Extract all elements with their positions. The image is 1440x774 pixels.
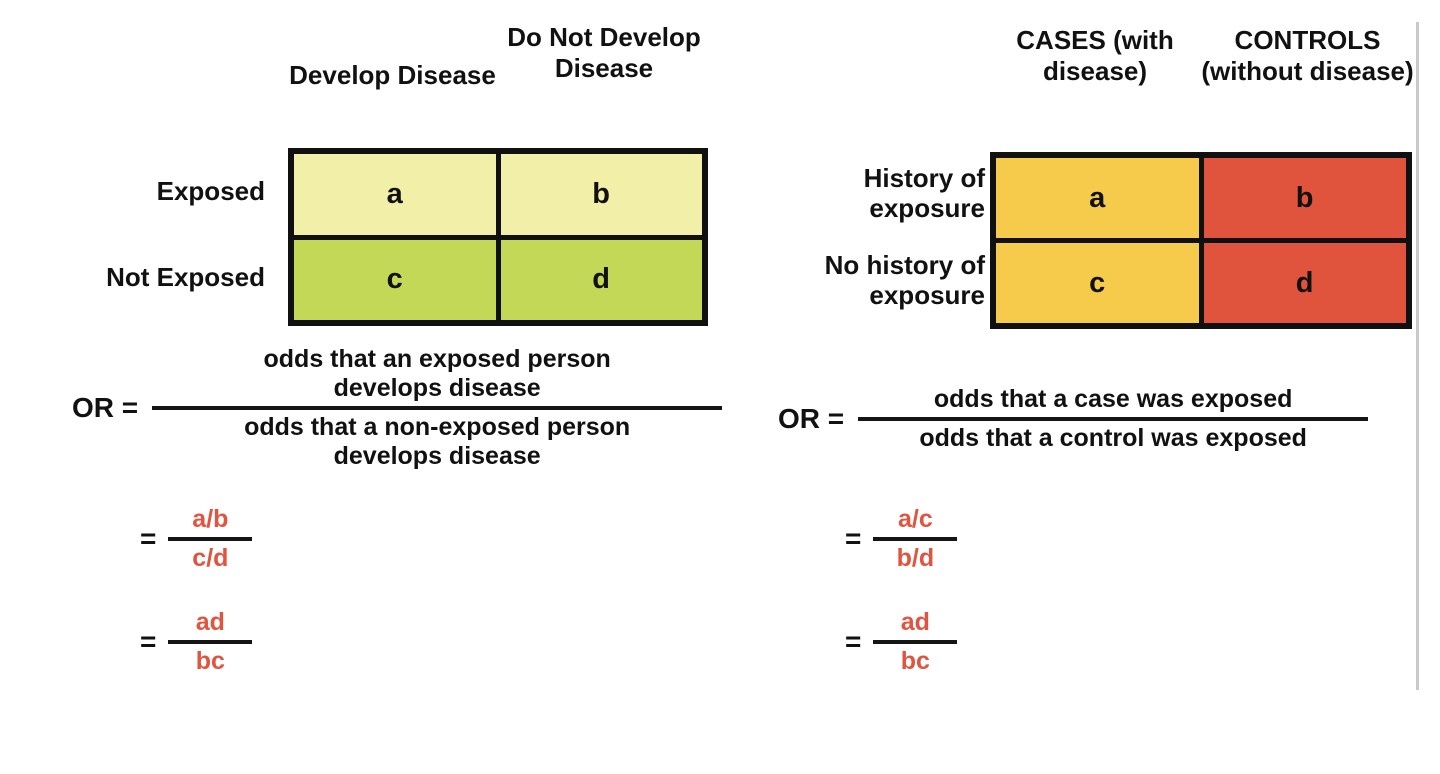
case-control-column-header-cases: CASES (with disease) <box>1016 25 1174 86</box>
cohort-step-2-equals: = <box>140 626 157 657</box>
case-control-step-1-fraction: a/c b/d <box>873 505 958 573</box>
cohort-or-fraction-bar <box>152 406 723 410</box>
case-control-step-1-bar <box>873 537 958 541</box>
case-control-cell-d: d <box>1203 243 1406 323</box>
case-control-or-label: OR = <box>778 403 845 434</box>
cohort-cell-a: a <box>294 154 496 235</box>
cohort-step-2-denominator: bc <box>195 647 225 675</box>
cohort-step-1-equals: = <box>140 523 157 554</box>
case-control-step-2-numerator: ad <box>900 608 930 636</box>
cohort-row-label-exposed: Exposed <box>156 176 265 206</box>
case-control-or-denominator: odds that a control was exposed <box>919 424 1307 452</box>
case-control-row-label-history-of-exposure: History of exposure <box>863 163 985 224</box>
cohort-odds-ratio-definition: OR = odds that an exposed person develop… <box>72 345 723 471</box>
panel-divider-rule <box>1416 22 1419 690</box>
cohort-or-label: OR = <box>72 392 139 423</box>
cohort-row-label-not-exposed: Not Exposed <box>106 262 265 292</box>
cohort-step-1-bar <box>168 537 253 541</box>
case-control-or-fraction-bar <box>858 417 1369 421</box>
case-control-column-header-controls: CONTROLS (without disease) <box>1201 25 1414 86</box>
cohort-or-fraction: odds that an exposed person develops dis… <box>152 345 723 471</box>
case-control-step-2-equals: = <box>845 626 862 657</box>
case-control-step-1-denominator: b/d <box>896 544 935 572</box>
case-control-row-label-no-history-of-exposure: No history of exposure <box>824 250 985 311</box>
cohort-column-header-do-not-develop-disease: Do Not Develop Disease <box>507 22 701 83</box>
case-control-2x2-table: a b c d <box>990 152 1412 329</box>
case-control-study-panel: CASES (with disease) CONTROLS (without d… <box>760 0 1440 774</box>
cohort-column-header-develop-disease: Develop Disease <box>289 60 496 90</box>
case-control-step-2: = ad bc <box>845 608 958 676</box>
cohort-2x2-table: a b c d <box>288 148 708 326</box>
cohort-step-2-bar <box>168 640 253 644</box>
case-control-cell-c: c <box>996 243 1199 323</box>
case-control-step-1-numerator: a/c <box>897 505 933 533</box>
cohort-step-1-numerator: a/b <box>192 505 229 533</box>
case-control-step-2-denominator: bc <box>900 647 930 675</box>
case-control-step-2-fraction: ad bc <box>873 608 958 676</box>
cohort-step-2-numerator: ad <box>195 608 225 636</box>
cohort-step-1: = a/b c/d <box>140 505 253 573</box>
cohort-cell-c: c <box>294 239 496 320</box>
cohort-cell-d: d <box>500 239 702 320</box>
cohort-step-2: = ad bc <box>140 608 253 676</box>
cohort-or-denominator: odds that a non-exposed person develops … <box>244 413 631 470</box>
cohort-cell-b: b <box>500 154 702 235</box>
case-control-step-1-equals: = <box>845 523 862 554</box>
cohort-step-1-fraction: a/b c/d <box>168 505 253 573</box>
cohort-step-2-fraction: ad bc <box>168 608 253 676</box>
case-control-or-fraction: odds that a case was exposed odds that a… <box>858 385 1369 453</box>
case-control-odds-ratio-definition: OR = odds that a case was exposed odds t… <box>778 385 1369 453</box>
cohort-study-panel: Develop Disease Do Not Develop Disease E… <box>72 22 723 676</box>
cohort-or-numerator: odds that an exposed person develops dis… <box>263 345 611 402</box>
cohort-step-1-denominator: c/d <box>192 544 229 572</box>
case-control-or-numerator: odds that a case was exposed <box>933 385 1293 413</box>
case-control-cell-b: b <box>1203 158 1406 238</box>
case-control-step-2-bar <box>873 640 958 644</box>
case-control-cell-a: a <box>996 158 1199 238</box>
case-control-step-1: = a/c b/d <box>845 505 958 573</box>
